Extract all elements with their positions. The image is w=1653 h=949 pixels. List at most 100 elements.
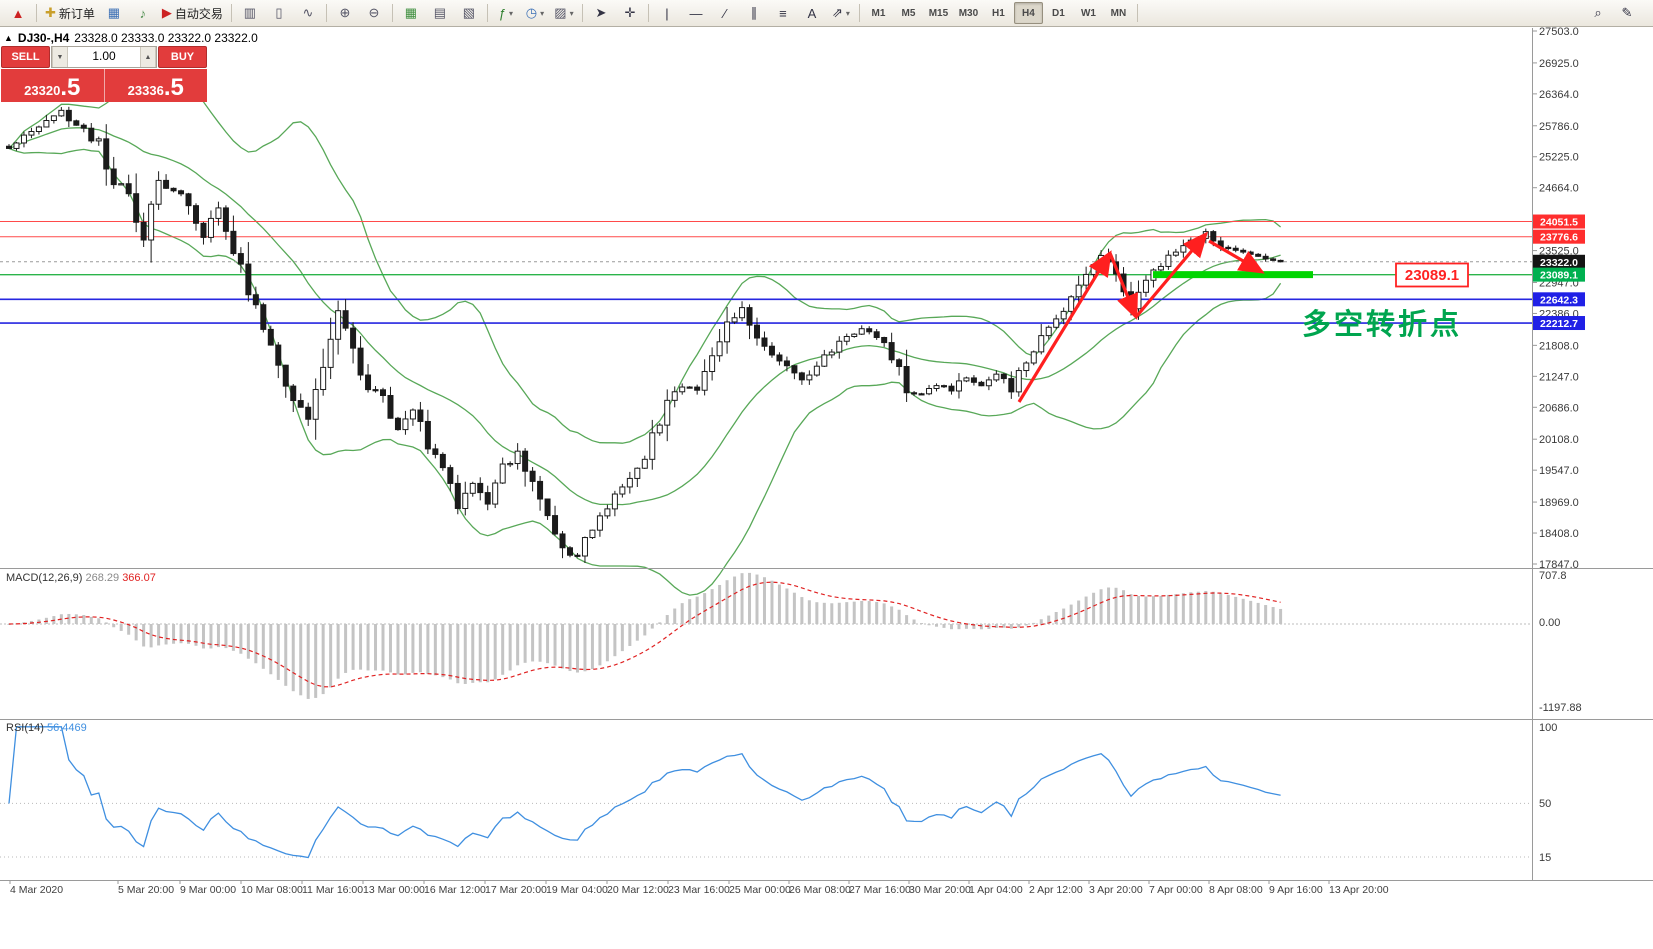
volume-value[interactable]: 1.00 [92, 49, 116, 63]
chevron-down-icon: ▾ [845, 8, 850, 18]
toolbar-separator [325, 4, 327, 22]
trendline-icon[interactable]: ∕ [711, 2, 739, 24]
timeframe-button-MN[interactable]: MN [1110, 7, 1127, 19]
line-chart-icon: ∿ [302, 5, 314, 20]
svg-text:20108.0: 20108.0 [1539, 434, 1579, 446]
tile-windows-icon[interactable]: ▦ [397, 2, 425, 24]
sell-button[interactable]: SELL [1, 46, 50, 68]
sound-icon[interactable]: ♪ [129, 2, 157, 24]
autotrade-button[interactable]: ▶ 自动交易 [158, 2, 227, 24]
new-order-button[interactable]: ✚ 新订单 [41, 2, 99, 24]
fibonacci-icon[interactable]: ≡ [769, 2, 797, 24]
cascade-windows-icon[interactable]: ▧ [455, 2, 483, 24]
bid-price-pips: .5 [60, 74, 81, 101]
svg-text:19 Mar 04:00: 19 Mar 04:00 [546, 884, 608, 896]
svg-text:多空转折点: 多空转折点 [1302, 307, 1462, 341]
annotations-layer: 23089.1 多空转折点 [1017, 231, 1469, 403]
candlestick-chart-icon: ▯ [275, 5, 283, 20]
symbol-header: ▲ DJ30-,H4 23328.0 23333.0 23322.0 23322… [4, 31, 258, 45]
svg-text:22212.7: 22212.7 [1540, 318, 1578, 330]
zoom-in-icon[interactable]: ⊕ [331, 2, 359, 24]
volume-decrease-button[interactable]: ▼ [52, 47, 68, 67]
bollinger-bands-layer [8, 78, 1282, 596]
chart-type-group: ▥ ▯ ∿ [236, 2, 322, 24]
crosshair-icon[interactable]: ✛ [616, 2, 644, 24]
volume-increase-button[interactable]: ▲ [140, 47, 156, 67]
timeframe-group: M1 M5 M15 M30 H1 H4 D1 W1 MN [864, 2, 1133, 24]
svg-text:10 Mar 08:00: 10 Mar 08:00 [241, 884, 303, 896]
hline-icon: ― [689, 5, 703, 21]
svg-text:11 Mar 16:00: 11 Mar 16:00 [302, 884, 363, 896]
draw-group: | ― ∕ ∥ ≡ A ⇗ ▾ [653, 2, 855, 24]
macd-panel: MACD(12,26,9) 268.29 366.07 707.8 0.00 -119… [0, 570, 1582, 714]
timeframe-button-M1[interactable]: M1 [871, 7, 886, 19]
autotrade-button-label: 自动交易 [174, 6, 223, 21]
period-icon: ◷ [525, 5, 538, 20]
ask-price-pips: .5 [163, 74, 184, 101]
candlestick-chart-icon[interactable]: ▯ [265, 2, 293, 24]
period-icon[interactable]: ◷ ▾ [521, 2, 549, 24]
svg-text:21808.0: 21808.0 [1539, 340, 1579, 352]
tile-windows-icon: ▦ [404, 5, 418, 20]
right-group: ⌕ ✎ [1584, 2, 1641, 24]
time-axis: 4 Mar 2020 5 Mar 20:00 9 Mar 00:00 10 Mar 0… [9, 880, 1389, 896]
arrows-tool-icon[interactable]: ⇗ ▾ [827, 2, 855, 24]
svg-text:18969.0: 18969.0 [1539, 497, 1579, 509]
symbol-name: DJ30-,H4 [17, 31, 70, 45]
insert-group: ƒ ▾ ◷ ▾ ▨ ▾ [492, 2, 578, 24]
channel-icon[interactable]: ∥ [740, 2, 768, 24]
zoom-in-icon: ⊕ [339, 5, 351, 20]
quick-edit-icon[interactable]: ✎ [1613, 2, 1641, 24]
rsi-panel: RSI(14) 56.4469 100 50 15 [0, 722, 1557, 864]
svg-text:MACD(12,26,9) 268.29 366.07: MACD(12,26,9) 268.29 366.07 [6, 572, 156, 584]
cursor-icon[interactable]: ➤ [587, 2, 615, 24]
vline-icon[interactable]: | [653, 2, 681, 24]
svg-text:1 Apr 04:00: 1 Apr 04:00 [969, 884, 1023, 896]
app-icon: ▲ [4, 2, 32, 24]
svg-text:50: 50 [1539, 798, 1551, 810]
arrange-windows-icon: ▤ [433, 5, 447, 20]
arrows-tool-icon: ⇗ [831, 5, 843, 20]
svg-text:27 Mar 16:00: 27 Mar 16:00 [849, 884, 911, 896]
timeframe-button-H4[interactable]: H4 [1013, 2, 1043, 24]
indicators-icon[interactable]: ƒ ▾ [492, 2, 520, 24]
order-group: ✚ 新订单 ▦ ♪ ▶ 自动交易 [41, 2, 227, 24]
market-watch-icon[interactable]: ▦ [100, 2, 128, 24]
templates-icon[interactable]: ▨ ▾ [550, 2, 578, 24]
bid-price[interactable]: 23320 .5 [1, 69, 105, 102]
arrange-windows-icon[interactable]: ▤ [426, 2, 454, 24]
toolbar-separator [36, 4, 37, 22]
svg-text:13 Mar 00:00: 13 Mar 00:00 [363, 884, 425, 896]
svg-text:22642.3: 22642.3 [1540, 294, 1578, 306]
bar-chart-icon: ▥ [243, 5, 257, 20]
timeframe-button-M30[interactable]: M30 [958, 7, 979, 19]
line-chart-icon[interactable]: ∿ [294, 2, 322, 24]
svg-text:7 Apr 00:00: 7 Apr 00:00 [1149, 884, 1203, 896]
bar-chart-icon[interactable]: ▥ [236, 2, 264, 24]
text-label-icon[interactable]: A [798, 2, 826, 24]
svg-text:20686.0: 20686.0 [1539, 402, 1579, 414]
timeframe-button-M5[interactable]: M5 [901, 7, 916, 19]
svg-text:-1197.88: -1197.88 [1539, 702, 1582, 714]
timeframe-button-M15[interactable]: M15 [928, 7, 949, 19]
ask-price[interactable]: 23336 .5 [104, 69, 207, 102]
trendline-icon: ∕ [723, 5, 727, 21]
search-icon: ⌕ [1594, 5, 1602, 20]
zoom-out-icon[interactable]: ⊖ [360, 2, 388, 24]
buy-button[interactable]: BUY [158, 46, 207, 68]
volume-stepper: ▼ 1.00 ▲ [51, 46, 157, 68]
svg-text:24051.5: 24051.5 [1540, 217, 1578, 229]
svg-text:3 Apr 20:00: 3 Apr 20:00 [1089, 884, 1143, 896]
collapse-panel-icon[interactable]: ▲ [4, 33, 13, 43]
hline-icon[interactable]: ― [682, 2, 710, 24]
timeframe-button-H1[interactable]: H1 [992, 7, 1005, 19]
svg-text:RSI(14) 56.4469: RSI(14) 56.4469 [6, 722, 87, 734]
search-icon[interactable]: ⌕ [1584, 2, 1612, 24]
timeframe-button-W1[interactable]: W1 [1080, 7, 1096, 19]
timeframe-button-D1[interactable]: D1 [1052, 7, 1065, 19]
svg-text:23776.6: 23776.6 [1540, 232, 1578, 244]
one-click-trading-panel: SELL ▼ 1.00 ▲ BUY 23320 .5 23336 .5 [1, 46, 207, 102]
top-toolbar: ▲ ✚ 新订单 ▦ ♪ ▶ 自动交易 ▥ ▯ ∿ ⊕ ⊖ ▦ ▤ ▧ ƒ ▾ ◷ ▾ ▨ ▾ ➤ ✛ | ― ∕ ∥ ≡ A ⇗ ▾ M1 M5… [0, 0, 1653, 27]
svg-text:23089.1: 23089.1 [1540, 270, 1578, 282]
